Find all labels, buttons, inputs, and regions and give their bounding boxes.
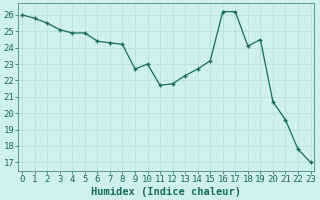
X-axis label: Humidex (Indice chaleur): Humidex (Indice chaleur) <box>91 186 241 197</box>
